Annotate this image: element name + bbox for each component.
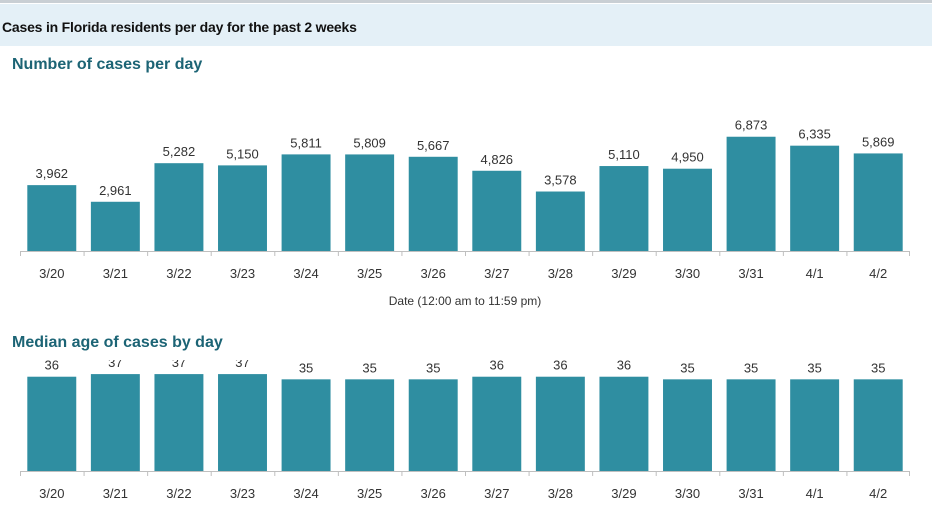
x-tick-label: 3/24 [293, 266, 318, 281]
bar [599, 166, 649, 251]
x-tick-label: 3/26 [421, 486, 446, 501]
data-label: 35 [426, 360, 440, 375]
bar [154, 163, 204, 251]
x-tick-label: 3/21 [103, 266, 128, 281]
bar [27, 185, 77, 251]
data-label: 37 [108, 360, 122, 370]
bar [408, 156, 458, 251]
data-label: 5,150 [226, 146, 259, 161]
data-label: 35 [299, 360, 313, 375]
median-age-chart: 36 3/20 37 3/21 37 3/22 37 3/23 35 3/24 35 3/25 35 3/… [20, 360, 910, 501]
data-label: 5,667 [417, 138, 450, 153]
x-tick-label: 3/22 [166, 266, 191, 281]
x-tick-label: 3/29 [611, 266, 636, 281]
bar [345, 154, 395, 251]
data-label: 5,110 [608, 147, 640, 162]
data-label: 5,809 [353, 135, 386, 150]
median-age-chart-title: Median age of cases by day [12, 334, 223, 351]
data-label: 37 [235, 360, 249, 370]
x-tick-label: 3/30 [675, 266, 700, 281]
bar [853, 153, 903, 251]
cases-chart-title: Number of cases per day [12, 56, 203, 73]
data-label: 3,578 [544, 173, 577, 188]
bar [790, 379, 840, 471]
x-tick-label: 4/1 [806, 266, 824, 281]
x-tick-label: 3/29 [611, 486, 636, 501]
x-tick-label: 3/26 [421, 266, 446, 281]
data-label: 35 [744, 360, 758, 375]
bar [27, 376, 77, 471]
bar [90, 374, 140, 471]
x-tick-label: 3/23 [230, 266, 255, 281]
header-band: Cases in Florida residents per day for t… [0, 4, 932, 46]
data-label: 4,826 [481, 152, 514, 167]
x-tick-label: 3/30 [675, 486, 700, 501]
x-tick-label: 3/22 [166, 486, 191, 501]
data-label: 3,962 [36, 166, 69, 181]
bar [535, 376, 585, 471]
data-label: 2,961 [99, 183, 132, 198]
x-tick-label: 3/24 [293, 486, 318, 501]
bar [90, 201, 140, 251]
bar [535, 191, 585, 251]
x-tick-label: 3/31 [738, 486, 763, 501]
x-tick-label: 4/2 [869, 266, 887, 281]
bar [853, 379, 903, 471]
bar [281, 154, 331, 251]
bar [472, 376, 522, 471]
x-tick-label: 3/25 [357, 486, 382, 501]
data-label: 4,950 [671, 150, 704, 165]
x-tick-label: 3/28 [548, 486, 573, 501]
bar [218, 165, 267, 251]
x-tick-label: 3/27 [484, 266, 509, 281]
x-tick-label: 3/23 [230, 486, 255, 501]
bar [663, 168, 712, 251]
data-label: 5,869 [862, 134, 895, 149]
data-label: 36 [617, 360, 631, 373]
bar [218, 374, 267, 471]
data-label: 37 [172, 360, 186, 370]
bar [345, 379, 395, 471]
bar [726, 136, 776, 251]
bar [790, 145, 840, 251]
x-tick-label: 3/25 [357, 266, 382, 281]
data-label: 35 [807, 360, 821, 375]
x-tick-label: 3/20 [39, 266, 64, 281]
data-label: 35 [871, 360, 885, 375]
data-label: 5,282 [163, 144, 196, 159]
x-tick-label: 3/31 [738, 266, 763, 281]
x-tick-label: 4/2 [869, 486, 887, 501]
data-label: 6,873 [735, 118, 768, 133]
cases-per-day-chart: 3,962 3/20 2,961 3/21 5,282 3/22 5,150 3/23 5,81… [20, 118, 910, 308]
x-tick-label: 3/21 [103, 486, 128, 501]
bar [599, 376, 649, 471]
data-label: 35 [680, 360, 694, 375]
data-label: 6,335 [798, 127, 831, 142]
x-tick-label: 3/28 [548, 266, 573, 281]
bar [281, 379, 331, 471]
x-tick-label: 3/27 [484, 486, 509, 501]
page-title: Cases in Florida residents per day for t… [2, 19, 357, 35]
bar [726, 379, 776, 471]
top-rule [0, 0, 932, 3]
bar [408, 379, 458, 471]
data-label: 36 [490, 360, 504, 373]
bar [154, 374, 204, 471]
x-tick-label: 4/1 [806, 486, 824, 501]
data-label: 36 [45, 360, 59, 373]
bar [663, 379, 712, 471]
x-tick-label: 3/20 [39, 486, 64, 501]
x-axis-title: Date (12:00 am to 11:59 pm) [389, 294, 542, 308]
data-label: 35 [362, 360, 376, 375]
data-label: 5,811 [290, 135, 322, 150]
data-label: 36 [553, 360, 567, 373]
bar [472, 170, 522, 251]
